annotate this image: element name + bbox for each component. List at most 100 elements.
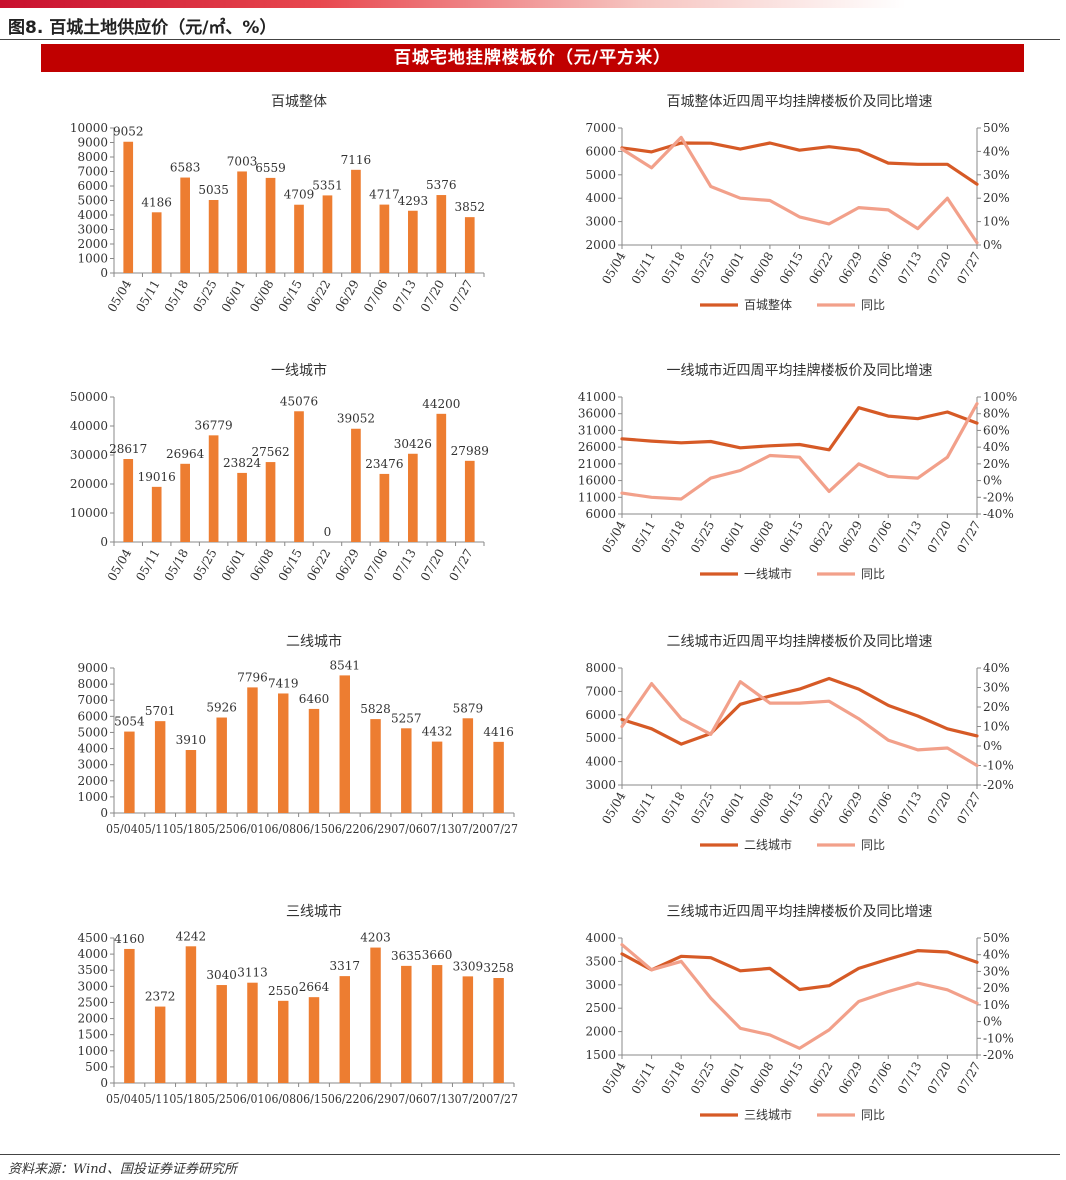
legend-label: 同比 bbox=[861, 298, 885, 312]
legend-label: 同比 bbox=[861, 838, 885, 852]
x-tick-label: 07/27 bbox=[954, 250, 983, 287]
y-tick-label-right: -10% bbox=[983, 1031, 1014, 1045]
x-tick-label: 07/13 bbox=[895, 519, 924, 556]
y-tick-label-right: 40% bbox=[983, 661, 1010, 675]
data-label: 28617 bbox=[109, 442, 147, 456]
x-tick-label: 07/13 bbox=[389, 547, 418, 584]
data-label: 5701 bbox=[145, 704, 176, 718]
data-label: 6460 bbox=[299, 692, 330, 706]
x-tick-label: 05/04 bbox=[105, 277, 135, 314]
bar-chart-tier2: 二线城市 0 1000 2000 3000 4000 5000 6000 7000 8000 900… bbox=[77, 633, 518, 836]
y-tick-label-right: 20% bbox=[983, 191, 1010, 205]
x-tick-label: 06/15 bbox=[276, 547, 305, 584]
x-tick-label: 06/29 bbox=[836, 1060, 865, 1097]
y-tick-label-right: -20% bbox=[983, 490, 1014, 504]
bar bbox=[436, 413, 447, 542]
x-tick-label: 06/08 bbox=[747, 1060, 776, 1097]
y-tick-label: 0 bbox=[100, 806, 108, 820]
x-tick-label: 05/25 bbox=[688, 1060, 717, 1097]
y-tick-label-right: 30% bbox=[983, 168, 1010, 182]
bar bbox=[123, 459, 134, 542]
data-label: 4432 bbox=[422, 725, 453, 739]
legend-label: 百城整体 bbox=[744, 297, 792, 312]
data-label: 4717 bbox=[369, 188, 400, 202]
data-label: 5054 bbox=[114, 715, 145, 729]
bar bbox=[265, 177, 276, 273]
data-label: 4293 bbox=[398, 194, 429, 208]
x-tick-label: 06/15 bbox=[777, 1060, 806, 1097]
x-tick-label: 05/18 bbox=[162, 547, 191, 584]
top-rule bbox=[0, 39, 1060, 40]
series-line-price bbox=[620, 141, 979, 186]
y-tick-label-right: 0% bbox=[983, 1015, 1002, 1029]
x-tick-label: 07/20 bbox=[925, 519, 954, 556]
x-tick-label: 06/15 bbox=[777, 519, 806, 556]
x-tick-label: 05/04 bbox=[105, 546, 135, 583]
x-tick-label: 07/06 bbox=[865, 519, 894, 556]
bar bbox=[216, 985, 227, 1083]
data-label: 2372 bbox=[145, 990, 176, 1004]
x-tick-label: 06/08 bbox=[747, 790, 776, 827]
y-tick-label-right: -10% bbox=[983, 759, 1014, 773]
bar bbox=[408, 210, 418, 273]
bar bbox=[208, 199, 219, 273]
bar bbox=[124, 731, 135, 813]
data-label: 3309 bbox=[453, 959, 484, 973]
bar bbox=[237, 171, 247, 273]
data-label: 3660 bbox=[422, 948, 453, 962]
y-tick-label-left: 6000 bbox=[585, 507, 616, 521]
x-tick-label: 05/18 bbox=[658, 250, 687, 287]
y-tick-label: 1000 bbox=[77, 1044, 108, 1058]
x-tick-label: 05/11 bbox=[629, 1060, 658, 1097]
data-label: 0 bbox=[324, 525, 332, 539]
y-tick-label: 10000 bbox=[70, 121, 108, 135]
chart-title: 二线城市近四周平均挂牌楼板价及同比增速 bbox=[667, 633, 933, 650]
x-tick-labels: 05/0405/1105/1805/2506/0106/0806/1506/22… bbox=[106, 822, 518, 836]
y-tick-label: 2000 bbox=[77, 1012, 108, 1026]
x-tick-label: 07/27 bbox=[954, 519, 983, 556]
x-tick-labels: 05/0405/1105/1805/2506/0106/0806/1506/22… bbox=[106, 1092, 518, 1106]
x-tick-label: 06/29 bbox=[333, 278, 362, 315]
data-label: 3635 bbox=[391, 949, 422, 963]
data-label: 6583 bbox=[170, 161, 201, 175]
y-tick-label: 6000 bbox=[77, 179, 108, 193]
x-tick-label: 06/15 bbox=[777, 790, 806, 827]
x-tick-label: 06/15 bbox=[777, 250, 806, 287]
y-tick-label-right: 30% bbox=[983, 681, 1010, 695]
y-tick-label-right: 40% bbox=[983, 948, 1010, 962]
bar bbox=[265, 462, 276, 542]
bar bbox=[379, 473, 390, 542]
bar bbox=[436, 195, 447, 273]
y-tick-label: 2000 bbox=[77, 237, 108, 251]
y-tick-label: 40000 bbox=[70, 419, 108, 433]
y-tick-label-right: 0% bbox=[983, 739, 1002, 753]
line-chart-tier2: 二线城市近四周平均挂牌楼板价及同比增速 3000 4000 5000 6000 7000 8… bbox=[585, 633, 1014, 852]
bottom-rule bbox=[0, 1154, 1060, 1155]
x-tick-label: 07/20 bbox=[925, 1060, 954, 1097]
bar bbox=[401, 728, 412, 813]
data-label: 4186 bbox=[141, 195, 172, 209]
y-tick-label-right: 0% bbox=[983, 238, 1002, 252]
bar bbox=[408, 453, 418, 542]
y-tick-label-left: 3500 bbox=[585, 954, 616, 968]
y-tick-label-left: 1500 bbox=[585, 1048, 616, 1062]
x-tick-label: 07/06 bbox=[865, 1060, 894, 1097]
y-tick-label: 20000 bbox=[70, 477, 108, 491]
x-tick-label: 06/08 bbox=[747, 250, 776, 287]
data-label: 7116 bbox=[341, 153, 372, 167]
y-tick-label: 9000 bbox=[77, 661, 108, 675]
x-tick-label: 05/25 bbox=[190, 278, 219, 315]
chart-title: 一线城市 bbox=[271, 362, 327, 379]
y-tick-label: 500 bbox=[85, 1060, 108, 1074]
series-line-yoy bbox=[620, 402, 979, 501]
x-tick-label: 05/18 bbox=[658, 519, 687, 556]
bar bbox=[370, 719, 381, 813]
y-tick-label-left: 26000 bbox=[578, 440, 616, 454]
x-tick-label: 07/20 bbox=[925, 790, 954, 827]
y-tick-label-left: 7000 bbox=[585, 684, 616, 698]
y-tick-label: 50000 bbox=[70, 390, 108, 404]
legend-label: 同比 bbox=[861, 567, 885, 581]
y-tick-label: 7000 bbox=[77, 693, 108, 707]
data-label: 19016 bbox=[138, 470, 176, 484]
x-tick-label: 05/11 bbox=[133, 547, 162, 584]
